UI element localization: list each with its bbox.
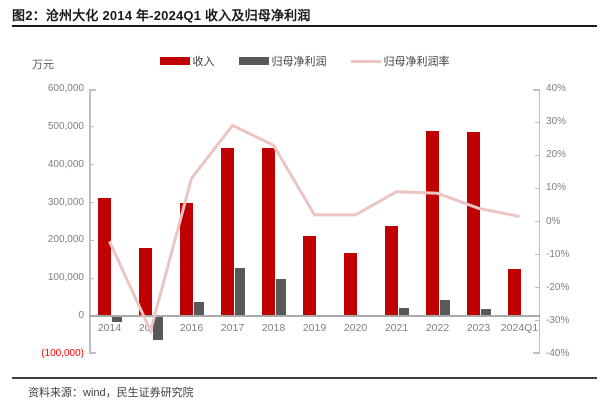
revenue-swatch-icon — [159, 57, 190, 65]
x-axis-label: 2016 — [179, 322, 204, 335]
revenue-bar — [508, 269, 521, 317]
net-profit-bar — [275, 279, 286, 317]
left-axis-tick-label: (100,000) — [41, 348, 84, 359]
revenue-bar — [139, 247, 152, 317]
right-axis-tick-label: -10% — [546, 248, 570, 260]
revenue-bar — [303, 236, 316, 317]
legend-label: 归母净利润 — [271, 56, 327, 68]
right-axis-tick-label: 20% — [546, 149, 567, 161]
right-axis-tick — [535, 221, 540, 222]
revenue-bar — [426, 131, 439, 317]
revenue-bar — [180, 203, 193, 317]
right-axis-tick — [535, 287, 540, 289]
net-profit-bar — [398, 307, 409, 317]
left-axis-tick-label: 100,000 — [47, 272, 84, 284]
legend-item-revenue: 收入 — [159, 53, 215, 69]
left-axis-tick-label: 200,000 — [47, 234, 84, 246]
left-axis-tick-label: 0 — [78, 310, 84, 322]
right-axis-tick — [535, 154, 540, 156]
right-axis-tick — [535, 320, 540, 322]
x-axis-label: 2017 — [220, 322, 245, 335]
legend-label: 收入 — [192, 56, 215, 68]
right-axis-tick-label: 30% — [546, 116, 567, 128]
net-profit-bar — [152, 316, 163, 340]
x-axis-label: 2014 — [97, 322, 122, 335]
revenue-bar — [98, 198, 111, 317]
right-axis-tick-label: 10% — [546, 182, 567, 194]
left-axis-tick-label: 400,000 — [47, 158, 84, 170]
left-axis-unit-label: 万元 — [32, 59, 54, 71]
left-axis-tick-label: 300,000 — [47, 196, 84, 208]
plot-area: 2014 2015 2016 2017 2018 2019 2020 2021 2022 2023… — [89, 89, 540, 354]
x-axis-label: 2019 — [302, 322, 327, 335]
right-axis-tick-label: -20% — [546, 281, 570, 293]
x-axis-label: 2022 — [425, 322, 450, 335]
net-profit-bar — [111, 316, 122, 322]
net-profit-bar — [439, 300, 450, 317]
revenue-bar — [262, 148, 275, 317]
left-axis-tick — [89, 126, 94, 128]
zero-axis-line — [89, 315, 540, 318]
revenue-bar — [344, 253, 357, 317]
legend-label: 归母净利润率 — [383, 56, 450, 68]
net-profit-bar — [193, 301, 204, 317]
x-axis-label: 2024Q1 — [500, 322, 539, 335]
axis-cap — [89, 89, 96, 91]
left-axis-labels: 600,000 500,000 400,000 300,000 200,000 100,0… — [0, 83, 84, 359]
left-axis-tick — [89, 164, 94, 166]
margin-swatch-icon — [350, 59, 381, 63]
legend-item-net-profit: 归母净利润 — [238, 53, 327, 69]
left-axis-tick-label: 500,000 — [47, 120, 84, 132]
figure-title: 图2：沧州大化 2014 年-2024Q1 收入及归母净利润 — [12, 8, 311, 23]
left-axis-line — [89, 89, 91, 354]
revenue-bar — [467, 132, 480, 317]
right-axis-tick-label: -30% — [546, 314, 570, 326]
x-axis-label: 2021 — [384, 322, 409, 335]
right-axis-tick-label: 40% — [546, 83, 567, 94]
title-rule — [12, 25, 597, 27]
right-axis-tick — [535, 254, 540, 256]
net-profit-swatch-icon — [238, 57, 269, 65]
axis-cap — [89, 352, 96, 354]
right-axis-labels: 40% 30% 20% 10% 0% -10% -20% -30% -40% — [546, 83, 606, 359]
left-axis-tick — [89, 239, 94, 241]
left-axis-tick — [89, 202, 94, 204]
x-axis-label: 2023 — [466, 322, 491, 335]
margin-line — [108, 123, 520, 336]
source-rule — [12, 377, 597, 379]
right-axis-tick — [535, 121, 540, 123]
x-axis-label: 2020 — [343, 322, 368, 335]
x-axis-label: 2018 — [261, 322, 286, 335]
right-axis-tick-label: 0% — [546, 215, 561, 227]
left-axis-tick-label: 600,000 — [47, 83, 84, 94]
axis-cap — [533, 352, 540, 354]
chart-legend: 收入 归母净利润 归母净利润率 — [159, 53, 450, 69]
axis-cap — [533, 89, 540, 91]
left-axis-tick — [89, 277, 94, 279]
net-profit-bar — [480, 309, 491, 317]
revenue-bar — [385, 226, 398, 317]
source-note: 资料来源：wind，民生证券研究院 — [28, 387, 194, 399]
right-axis-tick — [535, 187, 540, 189]
right-axis-tick-label: -40% — [546, 348, 570, 359]
legend-item-margin: 归母净利润率 — [350, 53, 450, 69]
revenue-bar — [221, 148, 234, 317]
net-profit-bar — [234, 267, 245, 317]
